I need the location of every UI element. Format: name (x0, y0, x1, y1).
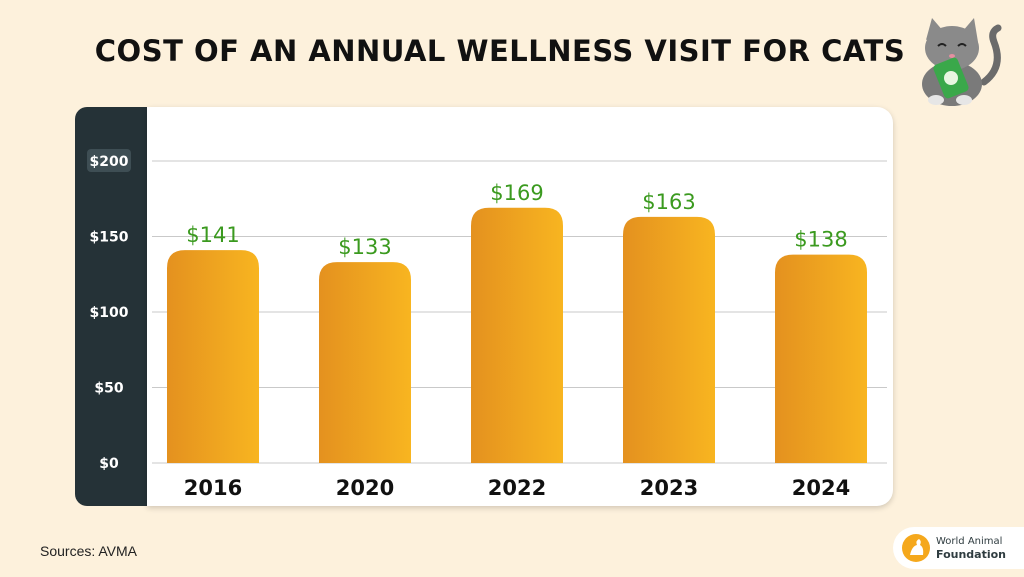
x-tick-label-2023: 2023 (640, 476, 698, 500)
bar-2024 (775, 254, 867, 463)
chart-title: COST OF AN ANNUAL WELLNESS VISIT FOR CAT… (94, 34, 906, 68)
bar-2016 (167, 250, 259, 463)
bar-2023 (623, 216, 715, 463)
y-tick-label: $150 (90, 230, 129, 246)
tick-highlight (87, 149, 131, 172)
source-note: Sources: AVMA (40, 543, 138, 559)
y-tick-label: $50 (94, 381, 123, 397)
data-label-2020: $133 (338, 235, 391, 259)
data-label-2023: $163 (642, 190, 695, 214)
data-label-2024: $138 (794, 228, 847, 252)
y-axis-panel (75, 107, 147, 506)
y-tick-label: $0 (99, 456, 119, 472)
x-tick-label-2016: 2016 (184, 476, 242, 500)
bar-2020 (319, 262, 411, 463)
logo-text-line2: Foundation (936, 548, 1007, 561)
brand-logo: World Animal Foundation (893, 527, 1024, 569)
x-tick-label-2020: 2020 (336, 476, 394, 500)
y-tick-label: $200 (90, 154, 129, 170)
cat-holding-money-icon (922, 18, 1002, 106)
data-label-2022: $169 (490, 181, 543, 205)
logo-text-line1: World Animal (936, 536, 1003, 547)
y-tick-label: $100 (90, 305, 129, 321)
data-label-2016: $141 (186, 223, 239, 247)
pet-silhouette-icon (902, 534, 930, 562)
x-tick-label-2024: 2024 (792, 476, 850, 500)
bar-2022 (471, 207, 563, 463)
x-tick-label-2022: 2022 (488, 476, 546, 500)
